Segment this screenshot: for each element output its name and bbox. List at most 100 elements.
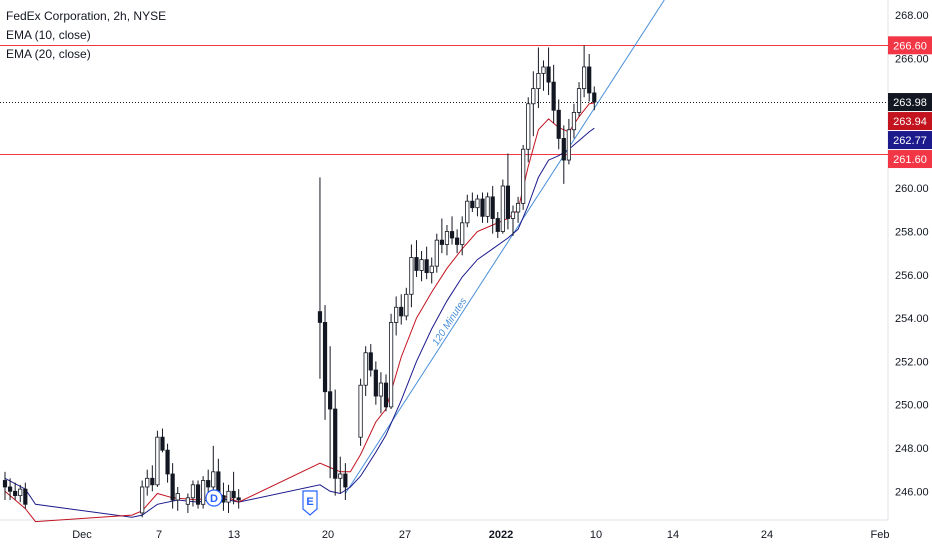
candle <box>556 99 561 150</box>
candle-body <box>378 382 384 397</box>
legend-ema20[interactable]: EMA (20, close) <box>6 47 91 61</box>
candle-body <box>13 490 18 497</box>
horizontal-lines[interactable] <box>0 45 888 155</box>
candle-body <box>414 257 419 271</box>
dividend-marker-label: D <box>210 493 218 505</box>
candle-body <box>531 88 536 105</box>
candle-body <box>373 369 378 397</box>
candle-body <box>328 391 333 410</box>
candle-body <box>23 488 28 505</box>
candle <box>150 465 155 492</box>
candle <box>480 192 485 223</box>
time-tick-label: Feb <box>871 529 890 541</box>
candle <box>231 471 236 505</box>
candle <box>587 53 592 102</box>
candle <box>226 484 231 513</box>
time-tick-label: 13 <box>228 529 240 541</box>
candle <box>495 212 500 238</box>
price-axis[interactable]: 268.00 266.00 260.00 258.00 256.00 254.00 252.… <box>888 10 932 498</box>
candle <box>328 346 333 479</box>
price-label-text: 263.98 <box>893 97 927 109</box>
candle <box>582 45 587 98</box>
candle <box>424 246 429 280</box>
candle <box>490 186 495 234</box>
candle-body <box>409 257 414 295</box>
price-label-last[interactable]: 263.98 <box>888 93 932 112</box>
price-label-hline[interactable]: 261.60 <box>888 150 932 169</box>
price-tick-label: 266.00 <box>895 53 929 65</box>
candle <box>409 244 414 308</box>
candle <box>201 476 206 509</box>
time-tick-label: Dec <box>72 529 92 541</box>
legend-ema10[interactable]: EMA (10, close) <box>6 28 91 42</box>
legend-title[interactable]: FedEx Corporation, 2h, NYSE <box>6 9 167 23</box>
price-tick-label: 256.00 <box>895 270 929 282</box>
ema20-line <box>4 127 595 518</box>
time-axis[interactable]: Dec 7 13 20 27 2022 10 14 24 Feb <box>72 529 889 541</box>
candle <box>541 60 546 91</box>
candle-body <box>495 218 500 232</box>
time-tick-label: 2022 <box>489 529 513 541</box>
candle-body <box>322 322 328 393</box>
time-tick-label: 7 <box>156 529 162 541</box>
candle <box>510 205 516 236</box>
candle <box>333 389 338 496</box>
candle-body <box>2 480 8 488</box>
price-label-ema20[interactable]: 262.77 <box>888 131 932 150</box>
candle <box>343 463 348 500</box>
event-markers[interactable]: ED <box>205 489 318 516</box>
time-tick-label: 27 <box>399 529 411 541</box>
candle <box>13 482 18 500</box>
candle <box>475 194 480 217</box>
candle-body <box>175 493 180 501</box>
candle-body <box>485 196 490 217</box>
candle-body <box>475 198 480 209</box>
candle-body <box>592 92 597 103</box>
candle-body <box>470 200 475 209</box>
price-label-bg <box>888 93 932 112</box>
candle-body <box>419 259 424 271</box>
candle <box>536 47 541 109</box>
candle <box>485 192 490 223</box>
candle <box>322 305 328 420</box>
candle <box>317 177 323 379</box>
candle-body <box>190 484 196 499</box>
candle-body <box>155 436 160 486</box>
candles <box>2 45 597 518</box>
candle-body <box>460 222 465 245</box>
price-label-hline[interactable]: 266.60 <box>888 36 932 55</box>
earnings-marker-shape <box>302 490 318 516</box>
candle-body <box>455 237 460 245</box>
candle-body <box>444 231 450 245</box>
candle-body <box>145 477 150 488</box>
candle <box>2 471 8 500</box>
candle-body <box>449 231 455 239</box>
trendline-segment[interactable] <box>344 0 665 494</box>
candle-body <box>195 484 201 505</box>
candle <box>404 287 409 321</box>
candle <box>521 144 526 210</box>
chart-grid <box>0 0 889 521</box>
time-tick-label: 10 <box>590 529 602 541</box>
earnings-marker[interactable]: E <box>302 490 318 516</box>
candle-body <box>368 352 373 371</box>
candle-body <box>18 488 23 497</box>
candle-body <box>556 109 561 139</box>
price-tick-label: 268.00 <box>895 10 929 22</box>
dividend-marker-shape <box>205 489 223 507</box>
ema10-path <box>4 102 595 523</box>
candle <box>566 118 571 165</box>
dividend-marker[interactable]: D <box>205 489 223 507</box>
candle <box>175 486 180 511</box>
candle <box>551 64 556 124</box>
candle-body <box>429 265 434 274</box>
earnings-marker-label: E <box>306 496 313 508</box>
candle <box>460 216 465 256</box>
candle-body <box>551 81 556 111</box>
candle-body <box>546 66 551 83</box>
time-tick-label: 24 <box>761 529 773 541</box>
price-label-ema10[interactable]: 263.94 <box>888 112 932 131</box>
candle <box>449 216 455 245</box>
candle-body <box>505 185 511 219</box>
